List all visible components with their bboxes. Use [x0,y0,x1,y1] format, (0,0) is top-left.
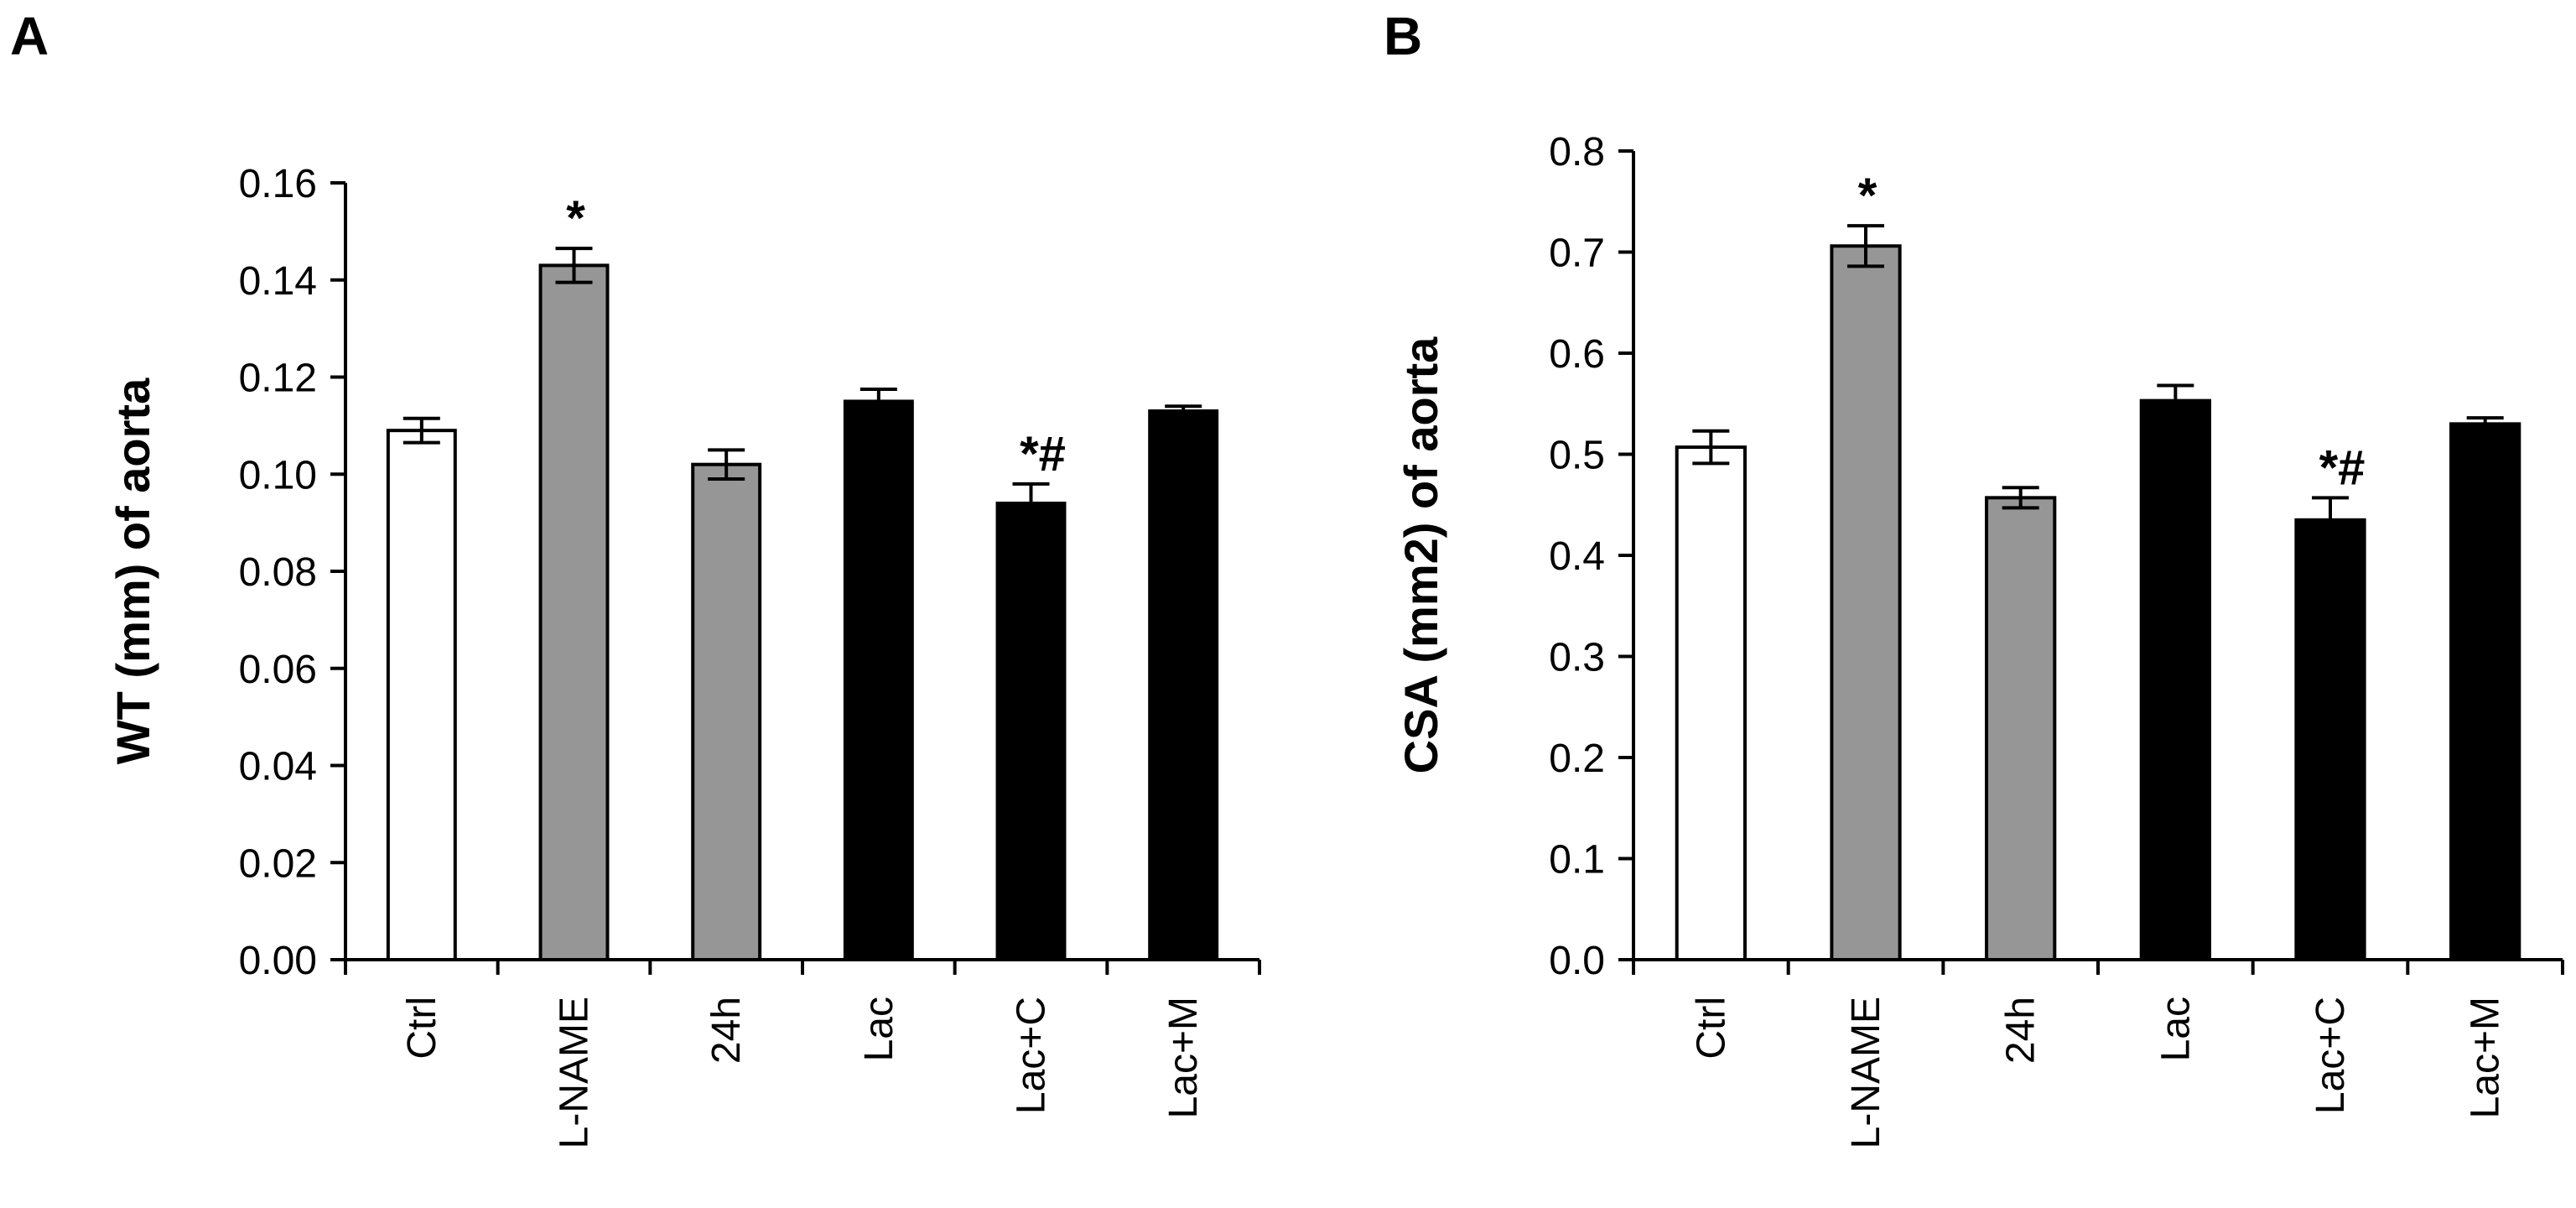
x-tick-label: Ctrl [1689,997,1733,1060]
x-tick-label: Ctrl [400,997,444,1060]
bar-ctrl [386,429,457,961]
x-tick-label: Lac+C [1010,997,1054,1114]
y-tick-label: 0.5 [1549,434,1605,478]
y-tick-label: 0.02 [239,841,317,886]
y-tick-label: 0.08 [239,550,317,595]
panel-a: A 0.00 0.02 0.04 0.06 0.08 0.10 0.12 0.14 0.16 WT… [10,6,1261,1148]
y-tick-label: 0.06 [239,648,317,692]
bar-lac-m [1148,409,1219,961]
y-tick-label: 0.00 [239,939,317,983]
y-tick-label: 0.3 [1549,636,1605,680]
cross-sectional-area-chart: 0.0 0.1 0.2 0.3 0.4 0.5 0.6 0.7 0.8 CSA (mm2) of … [1394,130,2564,1148]
x-tick-label: Lac+C [2309,997,2353,1114]
x-tick-label: Lac+M [2464,997,2508,1118]
x-tick-label: 24h [1999,997,2044,1064]
significance-marker: * [566,191,585,246]
y-tick-label: 0.10 [239,453,317,497]
x-tick-label: Lac [2153,997,2198,1061]
significance-marker: *# [1020,427,1066,482]
bar-l-name [538,263,610,961]
bar-lac [2139,398,2211,961]
y-tick-label: 0.16 [239,162,317,206]
x-tick-label: L-NAME [1844,997,1888,1148]
bar-lac-m [2449,422,2521,962]
y-axis-title: WT (mm) of aorta [106,378,159,764]
bar-24h [1985,496,2057,961]
significance-marker: *# [2319,440,2366,495]
y-axis-title: CSA (mm2) of aorta [1394,336,1447,774]
y-tick-label: 0.0 [1549,939,1605,983]
wall-thickness-chart: 0.00 0.02 0.04 0.06 0.08 0.10 0.12 0.14 0.16 WT (… [106,162,1261,1148]
bar-lac [843,399,914,961]
bar-ctrl [1675,445,1747,961]
x-tick-label: Lac [857,997,901,1061]
bar-lac-c [995,501,1067,961]
y-tick-label: 0.1 [1549,838,1605,883]
y-tick-label: 0.04 [239,745,317,789]
y-tick-label: 0.8 [1549,130,1605,174]
y-tick-label: 0.7 [1549,232,1605,276]
panel-label-b: B [1384,6,1423,66]
y-tick-label: 0.2 [1549,737,1605,781]
y-tick-label: 0.12 [239,357,317,401]
x-tick-label: L-NAME [553,997,597,1148]
bar-24h [691,462,762,961]
y-tick-label: 0.6 [1549,332,1605,377]
y-tick-label: 0.4 [1549,534,1605,579]
x-tick-label: 24h [704,997,749,1064]
panel-label-a: A [10,6,49,66]
panel-b: B 0.0 0.1 0.2 0.3 0.4 0.5 0.6 0.7 0.8 CSA (mm2) o… [1288,0,2576,1208]
bar-lac-c [2294,518,2366,961]
x-tick-label: Lac+M [1161,997,1206,1118]
significance-marker: * [1858,169,1877,223]
bar-l-name [1830,244,1902,961]
y-tick-label: 0.14 [239,259,317,304]
